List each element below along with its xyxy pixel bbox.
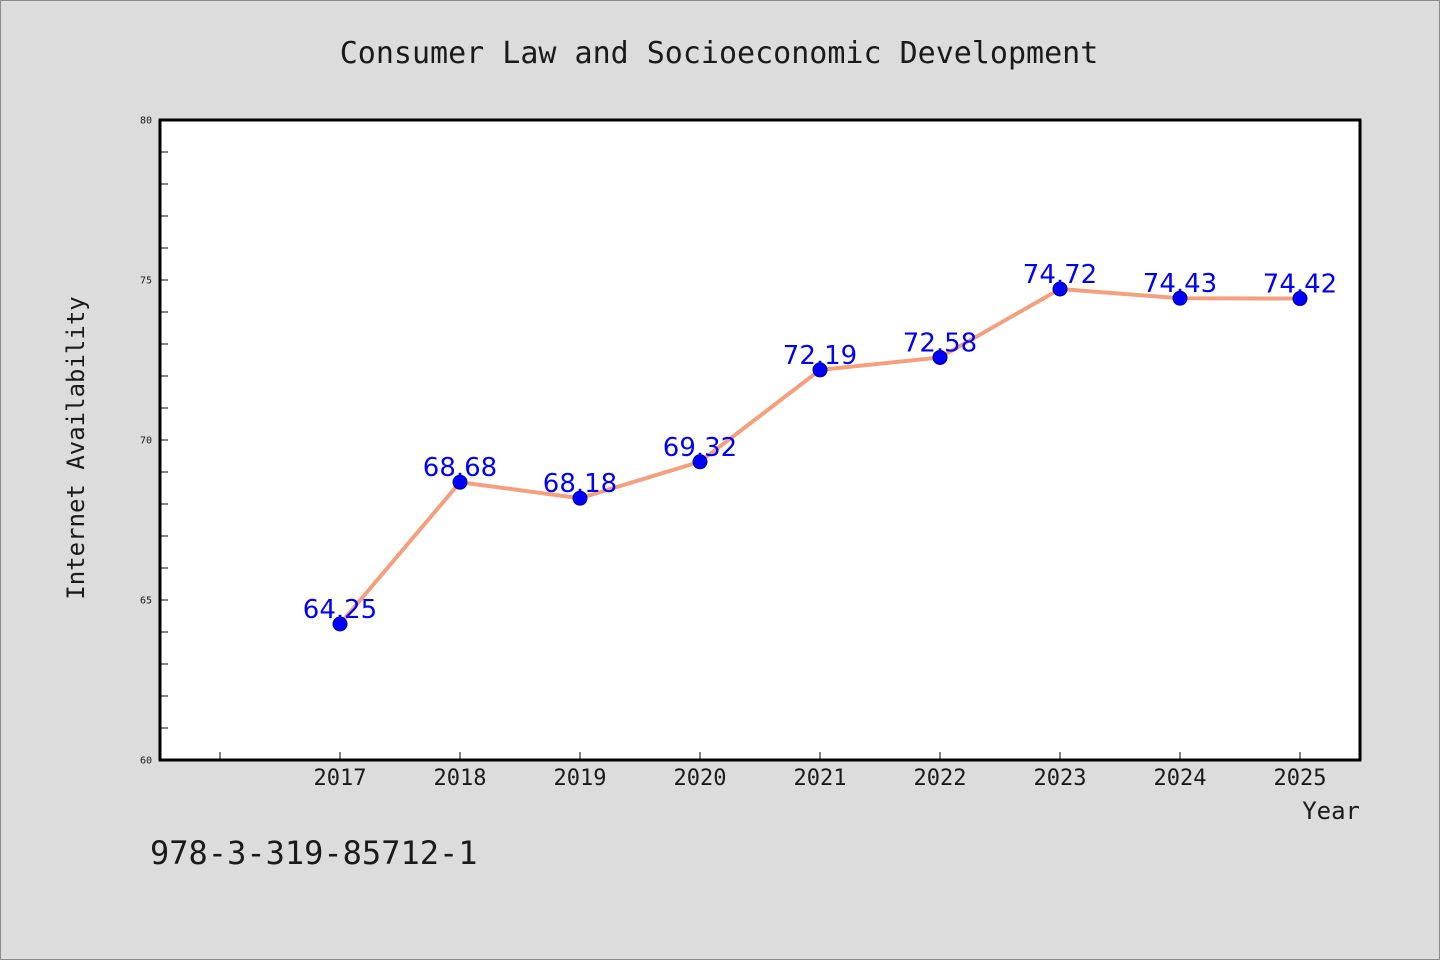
data-label: 72.19 bbox=[783, 341, 857, 371]
data-point bbox=[1172, 290, 1188, 306]
data-label: 69.32 bbox=[663, 433, 737, 463]
data-point bbox=[812, 362, 828, 378]
data-point bbox=[1052, 281, 1068, 297]
chart-title: Consumer Law and Socioeconomic Developme… bbox=[340, 36, 1099, 71]
y-tick-label: 75 bbox=[140, 276, 152, 287]
data-label: 64.25 bbox=[303, 595, 377, 625]
x-tick-label: 2023 bbox=[1034, 766, 1087, 791]
data-point bbox=[932, 349, 948, 365]
data-label: 72.58 bbox=[903, 328, 977, 358]
data-point bbox=[452, 474, 468, 490]
data-point bbox=[572, 490, 588, 506]
data-point bbox=[692, 454, 708, 470]
y-tick-label: 80 bbox=[140, 116, 152, 127]
y-tick-label: 60 bbox=[140, 756, 152, 767]
y-tick-label: 70 bbox=[140, 436, 152, 447]
data-label: 74.43 bbox=[1143, 269, 1217, 299]
series-group: 64.25 68.68 68.18 69.32 72.19 72.58 74.72 74.43… bbox=[303, 260, 1337, 632]
data-point bbox=[1292, 291, 1308, 307]
x-tick-label: 2017 bbox=[314, 766, 367, 791]
x-axis-label: Year bbox=[1302, 797, 1360, 825]
x-tick-label: 2025 bbox=[1274, 766, 1327, 791]
axes: 60 65 70 75 80 2017 2018 2019 2020 2021 2022 2023 20… bbox=[140, 116, 1327, 792]
x-tick-label: 2020 bbox=[674, 766, 727, 791]
data-point bbox=[332, 616, 348, 632]
data-label: 68.18 bbox=[543, 469, 617, 499]
y-axis-label: Internet Availability bbox=[62, 296, 90, 599]
data-label: 68.68 bbox=[423, 453, 497, 483]
x-tick-label: 2024 bbox=[1154, 766, 1207, 791]
data-label: 74.42 bbox=[1263, 270, 1337, 300]
x-tick-label: 2018 bbox=[434, 766, 487, 791]
y-tick-label: 65 bbox=[140, 596, 152, 607]
data-label: 74.72 bbox=[1023, 260, 1097, 290]
plot-border bbox=[158, 118, 1362, 762]
x-tick-label: 2019 bbox=[554, 766, 607, 791]
x-tick-label: 2021 bbox=[794, 766, 847, 791]
plot-area bbox=[160, 120, 1360, 760]
x-tick-label: 2022 bbox=[914, 766, 967, 791]
isbn-label: 978-3-319-85712-1 bbox=[150, 834, 478, 872]
